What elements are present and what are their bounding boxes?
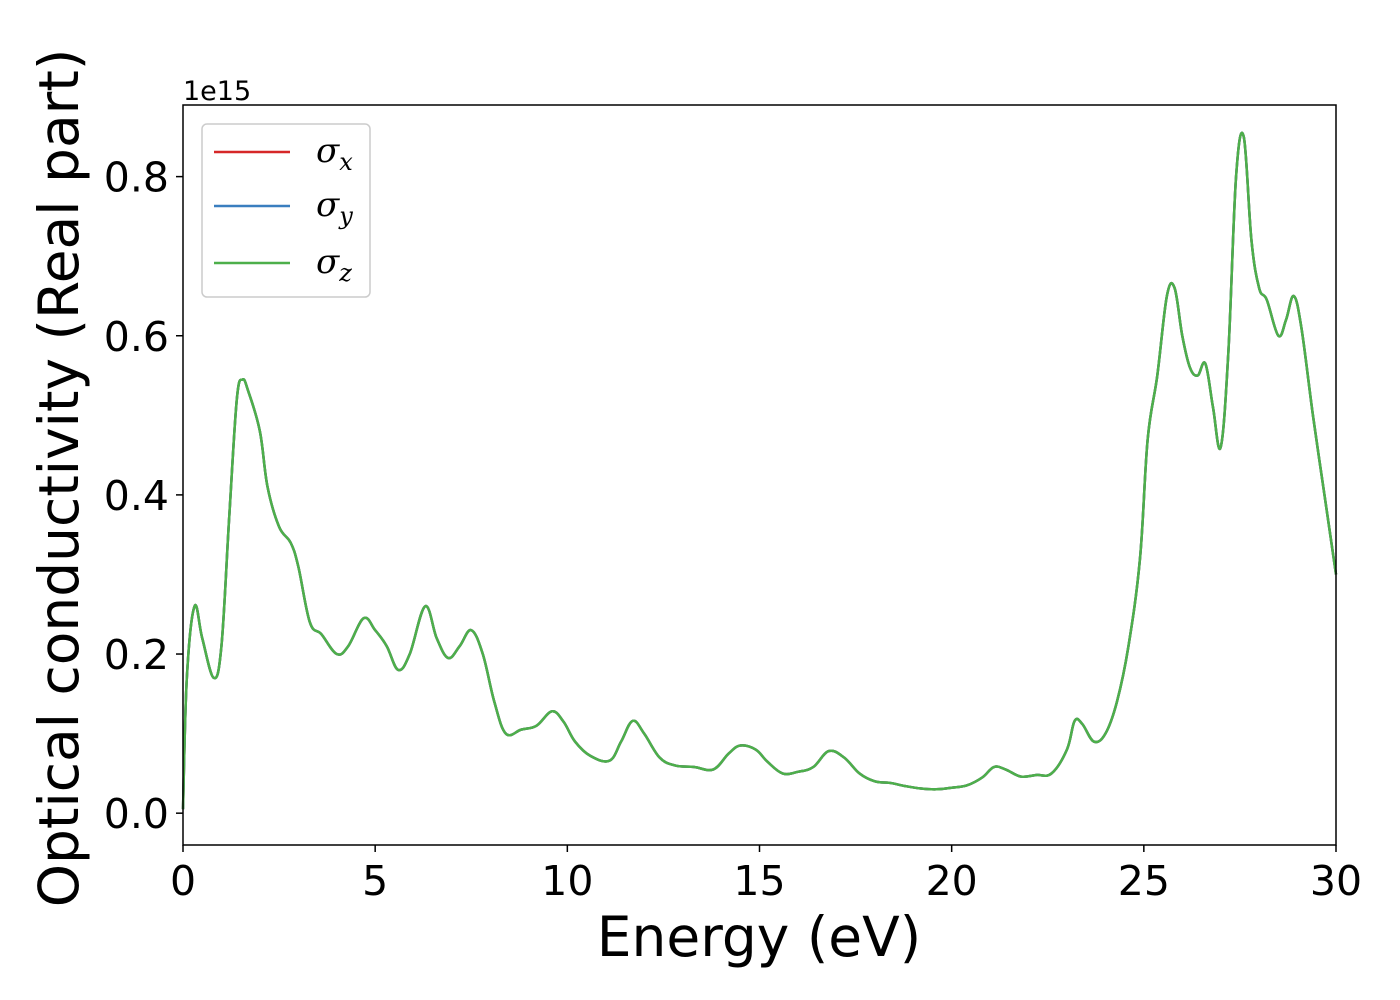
plot-area — [183, 105, 1336, 845]
legend-entries: σx σy σz — [214, 131, 353, 287]
y-offset-label: 1e15 — [183, 76, 251, 107]
legend-box — [201, 123, 371, 298]
y-tick-label: 0.2 — [104, 631, 169, 679]
y-axis-label: Optical conductivity (Real part) — [27, 49, 91, 908]
y-tick-label: 0.4 — [104, 472, 169, 520]
x-axis: 0 5 10 15 20 25 30 — [170, 845, 1362, 905]
x-axis-label: Energy (eV) — [597, 905, 921, 969]
x-tick-label: 20 — [926, 857, 978, 905]
x-tick-label: 10 — [541, 857, 593, 905]
x-tick-label: 15 — [733, 857, 785, 905]
y-tick-label: 0.8 — [104, 154, 169, 202]
x-tick-label: 30 — [1310, 857, 1362, 905]
series-line-z — [181, 131, 1338, 810]
x-tick-label: 5 — [362, 857, 388, 905]
series-layer — [181, 131, 1338, 810]
legend-label-x: σx — [316, 131, 353, 176]
legend-label-z: σz — [316, 242, 352, 287]
x-tick-label: 25 — [1118, 857, 1170, 905]
x-tick-label: 0 — [170, 857, 196, 905]
legend: σx σy σz — [201, 123, 371, 298]
y-tick-label: 0.0 — [104, 790, 169, 838]
y-tick-label: 0.6 — [104, 313, 169, 361]
y-axis: 0.0 0.2 0.4 0.6 0.8 — [104, 154, 183, 838]
legend-label-y: σy — [316, 185, 353, 230]
